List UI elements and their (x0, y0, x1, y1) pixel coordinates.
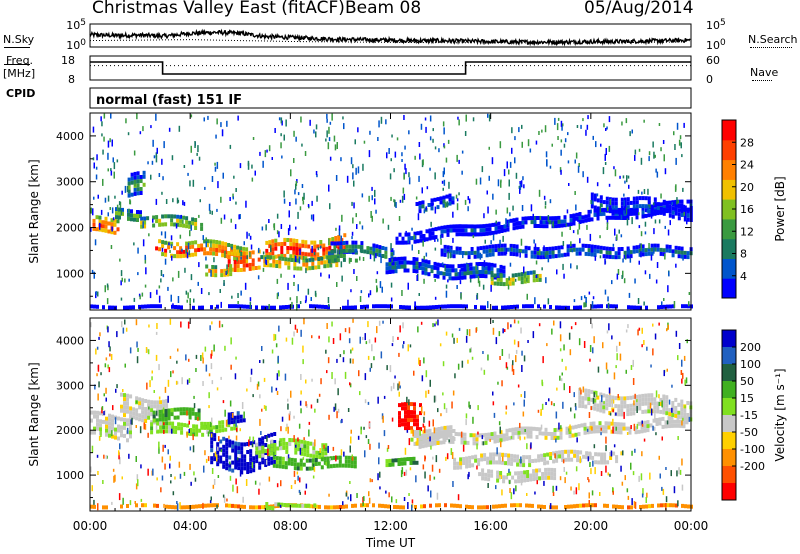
power-colorbar-swatch (722, 159, 736, 180)
power-ylabel: Slant Range [km] (27, 159, 41, 263)
velocity-colorbar-label: 100 (740, 358, 761, 371)
freq-panel-frame (89, 55, 692, 81)
power-heatmap-cells (90, 113, 693, 311)
velocity-colorbar-swatch (722, 432, 736, 450)
cpid-panel-frame (89, 87, 692, 109)
freq-right-tick-top: 60 (706, 54, 720, 67)
noise-left-tick-bottom: 100 (66, 38, 86, 52)
noise-left-tick-top: 105 (66, 18, 86, 32)
power-colorbar-swatch (722, 139, 736, 161)
power-ytick-label: 4000 (56, 130, 84, 143)
xtick-label: 12:00 (373, 519, 408, 533)
power-colorbar-swatch (722, 120, 736, 141)
power-colorbar-label: 4 (740, 270, 747, 283)
velocity-colorbar-swatch (722, 483, 736, 501)
nsky-label: N.Sky (3, 33, 35, 46)
velocity-colorbar-label: 200 (740, 341, 761, 354)
nsearch-legend-line (750, 47, 792, 48)
freq-right-tick-bottom: 0 (706, 73, 713, 86)
power-colorbar-title: Power [dB] (773, 176, 787, 241)
xtick-label: 00:00 (73, 519, 108, 533)
power-colorbar-swatch (722, 179, 736, 200)
noise-series-n-search (89, 39, 686, 44)
freq-unit-label: [MHz] (3, 67, 36, 80)
velocity-colorbar-swatch (722, 398, 736, 416)
xtick-label: 08:00 (273, 519, 308, 533)
xlabel: Time UT (365, 536, 416, 550)
velocity-colorbar-title: Velocity [m s⁻¹] (773, 368, 787, 461)
power-colorbar-label: 28 (740, 136, 754, 149)
power-colorbar-swatch (722, 238, 736, 259)
freq-series (90, 61, 691, 75)
noise-series-n-sky (89, 28, 691, 47)
velocity-heatmap-cells (90, 318, 693, 511)
nsky-legend-line (4, 47, 30, 48)
velocity-colorbar-label: -50 (740, 426, 758, 439)
power-colorbar-swatch (722, 218, 736, 240)
velocity-colorbar-label: -100 (740, 443, 765, 456)
xtick-label: 20:00 (574, 519, 609, 533)
velocity-colorbar-swatch (722, 449, 736, 467)
freq-left-tick-top: 18 (61, 54, 75, 67)
xtick-label: 04:00 (173, 519, 208, 533)
velocity-colorbar-label: 50 (740, 375, 754, 388)
velocity-colorbar-swatch (722, 330, 736, 348)
xtick-label: 00:00 (674, 519, 709, 533)
noise-right-tick-top: 105 (706, 18, 726, 32)
nsearch-label: N.Search (748, 33, 798, 46)
power-colorbar-label: 20 (740, 181, 754, 194)
date-label: 05/Aug/2014 (584, 0, 694, 18)
program-label: normal (fast) 151 IF (96, 93, 243, 108)
nave-legend-line (752, 80, 772, 81)
nave-label: Nave (750, 66, 779, 79)
velocity-ytick-label: 2000 (56, 424, 84, 437)
chart-title: Christmas Valley East (fitACF) (92, 0, 345, 18)
power-colorbar-swatch (722, 258, 736, 279)
freq-left-tick-bottom: 8 (68, 73, 75, 86)
power-ytick-label: 3000 (56, 176, 84, 189)
velocity-colorbar-swatch (722, 381, 736, 399)
power-colorbar-label: 16 (740, 203, 754, 216)
freq-legend-line (4, 64, 30, 65)
power-colorbar-label: 12 (740, 225, 754, 238)
velocity-ylabel: Slant Range [km] (27, 362, 41, 466)
power-ytick-label: 1000 (56, 267, 84, 280)
velocity-colorbar-swatch (722, 347, 736, 365)
beam-label: Beam 08 (345, 0, 422, 18)
velocity-colorbar-label: -200 (740, 460, 765, 473)
velocity-ytick-label: 4000 (56, 334, 84, 347)
power-ytick-label: 2000 (56, 222, 84, 235)
xtick-label: 16:00 (473, 519, 508, 533)
cpid-label: CPID (6, 87, 36, 100)
freq-label: Freq. (6, 54, 34, 67)
velocity-colorbar-swatch (722, 415, 736, 433)
velocity-ytick-label: 1000 (56, 469, 84, 482)
power-colorbar-swatch (722, 278, 736, 299)
velocity-ytick-label: 3000 (56, 379, 84, 392)
noise-right-tick-bottom: 100 (706, 38, 726, 52)
velocity-colorbar-swatch (722, 466, 736, 484)
velocity-colorbar-label: -15 (740, 409, 758, 422)
power-colorbar-swatch (722, 199, 736, 220)
velocity-colorbar-label: 15 (740, 392, 754, 405)
power-colorbar-label: 8 (740, 248, 747, 261)
velocity-colorbar-swatch (722, 364, 736, 382)
power-colorbar-label: 24 (740, 159, 754, 172)
